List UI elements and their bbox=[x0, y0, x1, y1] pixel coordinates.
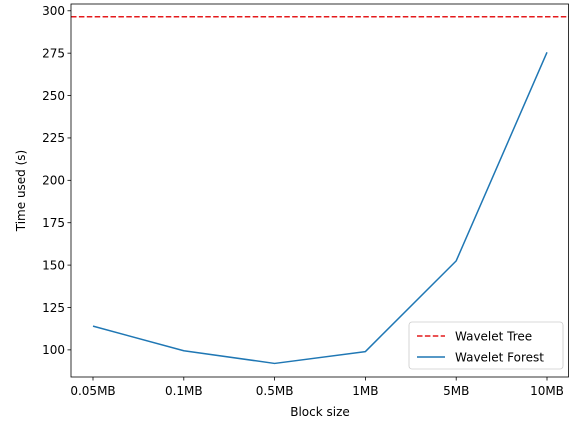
y-axis-label: Time used (s) bbox=[14, 150, 28, 232]
legend-label: Wavelet Tree bbox=[455, 329, 532, 343]
legend-box bbox=[408, 321, 564, 370]
x-tick-label: 0.1MB bbox=[165, 384, 203, 398]
axes: 100 125 150 175 200 225 250 275 300 0.05MB 0.1MB 0.… bbox=[42, 3, 569, 398]
x-tick-label: 1MB bbox=[352, 384, 378, 398]
legend-label: Wavelet Forest bbox=[455, 350, 544, 364]
y-tick-label: 225 bbox=[42, 131, 65, 145]
y-tick-label: 300 bbox=[42, 4, 65, 18]
x-tick-label: 0.5MB bbox=[256, 384, 294, 398]
y-tick-label: 150 bbox=[42, 258, 65, 272]
y-tick-label: 175 bbox=[42, 216, 65, 230]
x-axis-label: Block size bbox=[290, 405, 350, 419]
y-tick-label: 275 bbox=[42, 46, 65, 60]
x-tick-label: 10MB bbox=[530, 384, 564, 398]
x-tick-label: 5MB bbox=[443, 384, 469, 398]
x-tick-label: 0.05MB bbox=[70, 384, 115, 398]
y-tick-label: 250 bbox=[42, 89, 65, 103]
y-tick-label: 200 bbox=[42, 174, 65, 188]
plot-area bbox=[71, 15, 569, 365]
y-tick-label: 125 bbox=[42, 301, 65, 315]
series-line-wavelet-forest bbox=[92, 52, 548, 365]
y-tick-label: 100 bbox=[42, 343, 65, 357]
axes-frame bbox=[70, 3, 569, 378]
legend: Wavelet Tree Wavelet Forest bbox=[408, 321, 564, 370]
